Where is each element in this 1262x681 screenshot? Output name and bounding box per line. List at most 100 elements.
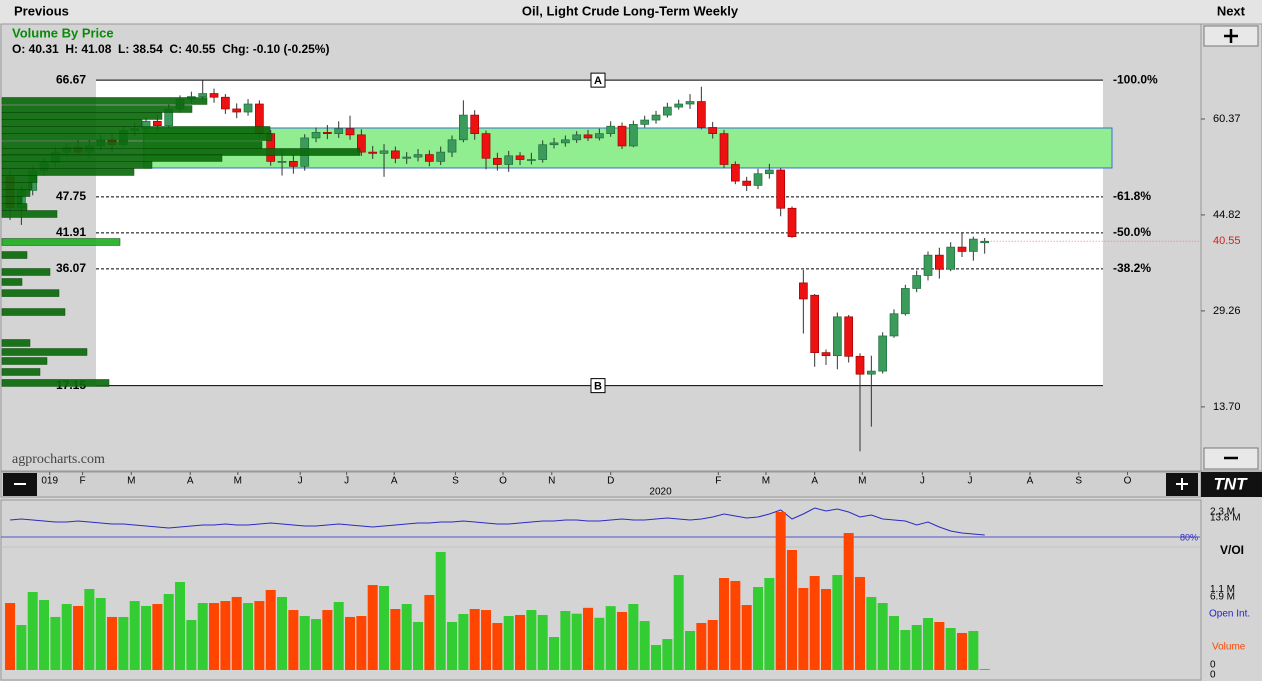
fib-marker: A [594,75,602,87]
next-button[interactable]: Next [1217,3,1246,18]
volume-by-price-bar [1,268,51,276]
candle-body [651,114,661,121]
volume-bar [877,603,888,670]
volume-bar [39,599,50,670]
fib-percent-label: -50.0% [1113,225,1151,239]
fib-level-label: 41.91 [56,225,86,239]
candle-body [663,106,672,116]
x-tick-label: F [80,476,86,487]
x-axis-strip [0,471,1202,498]
candle-body [561,139,570,144]
candle-body [357,134,366,153]
x-tick-label: M [762,476,770,487]
volume-by-price-bar [1,168,135,176]
volume-bar [163,594,174,670]
volume-by-price-bar [1,189,31,197]
volume-bar [560,610,571,670]
x-tick-label: O [499,476,507,487]
volume-bar [254,601,265,670]
candle-body [527,159,536,161]
candle-body [391,150,400,159]
volume-bar [911,625,922,670]
volume-by-price-bar [1,161,153,169]
x-tick-label: A [391,476,398,487]
volume-bar [50,616,61,670]
volume-bar [299,616,310,670]
zoom-out-button[interactable] [1203,447,1259,470]
candle-body [323,132,332,134]
candle-body [243,103,253,113]
scroll-right-button[interactable] [1166,473,1198,496]
candle-body [912,275,922,289]
volume-bar [379,585,390,670]
volume-bar [821,589,832,670]
volume-bar [95,598,106,670]
candle-body [345,128,355,136]
candle-body [765,169,774,175]
candle-body [832,316,842,357]
volume-bar [571,613,582,670]
x-tick-label: A [1027,476,1034,487]
volume-by-price-bar [1,238,121,246]
volume-bar [526,610,537,670]
candle-body [470,114,480,134]
previous-button[interactable]: Previous [14,3,69,18]
volume-bar [16,625,27,670]
candle-body [731,164,740,182]
volume-by-price-bar [1,379,110,387]
volume-bar [628,603,639,670]
fib-level-label: 47.75 [56,189,86,203]
volume-bar [424,594,435,670]
volume-bar [27,592,38,670]
volume-bar [141,605,152,670]
volume-bar [832,574,843,670]
watermark: agprocharts.com [12,452,105,467]
candle-body [742,180,752,186]
volume-bar [458,614,469,670]
volume-by-price-bar [1,196,23,204]
volume-tick-label: 2.3 M [1210,507,1235,518]
candle-body [277,161,287,163]
volume-bar [209,603,220,670]
volume-bar [288,610,299,670]
fib-percent-label: -38.2% [1113,261,1151,275]
candle-body [980,240,990,244]
volume-bar [741,605,752,670]
fib-marker-box [590,378,606,394]
volume-bar [390,608,401,670]
volume-by-price-bar [1,141,263,149]
volume-bar [923,617,934,670]
candle-body [889,313,899,337]
volume-by-price-bar [1,154,223,162]
volume-bar [673,574,684,670]
volume-bar [707,619,718,670]
candle-body [946,246,956,270]
volume-bar [152,603,163,670]
volume-by-price-bar [1,112,163,120]
volume-bar [764,578,775,670]
scroll-left-button[interactable] [3,473,37,496]
year-label: 2020 [649,487,672,498]
volume-bar [401,603,412,670]
volume-tick-label: 1.1 M [1210,584,1235,595]
volume-bar [594,617,605,670]
candle-body [617,125,627,147]
volume-by-price-bar [1,368,41,376]
volume-bar [900,630,911,670]
candle-body [934,254,944,270]
candle-body [776,169,786,209]
volume-bar [979,668,990,670]
zoom-in-button[interactable] [1203,25,1259,47]
candle-body [957,246,967,252]
candle-body [640,119,650,125]
x-tick-label: J [967,476,972,487]
candle-body [719,133,729,165]
volume-bar [356,616,367,670]
candle-body [583,134,593,139]
volume-bar [175,582,186,670]
x-tick-label: M [858,476,866,487]
reference-label: 80% [1180,532,1198,542]
volume-bar [197,603,208,670]
